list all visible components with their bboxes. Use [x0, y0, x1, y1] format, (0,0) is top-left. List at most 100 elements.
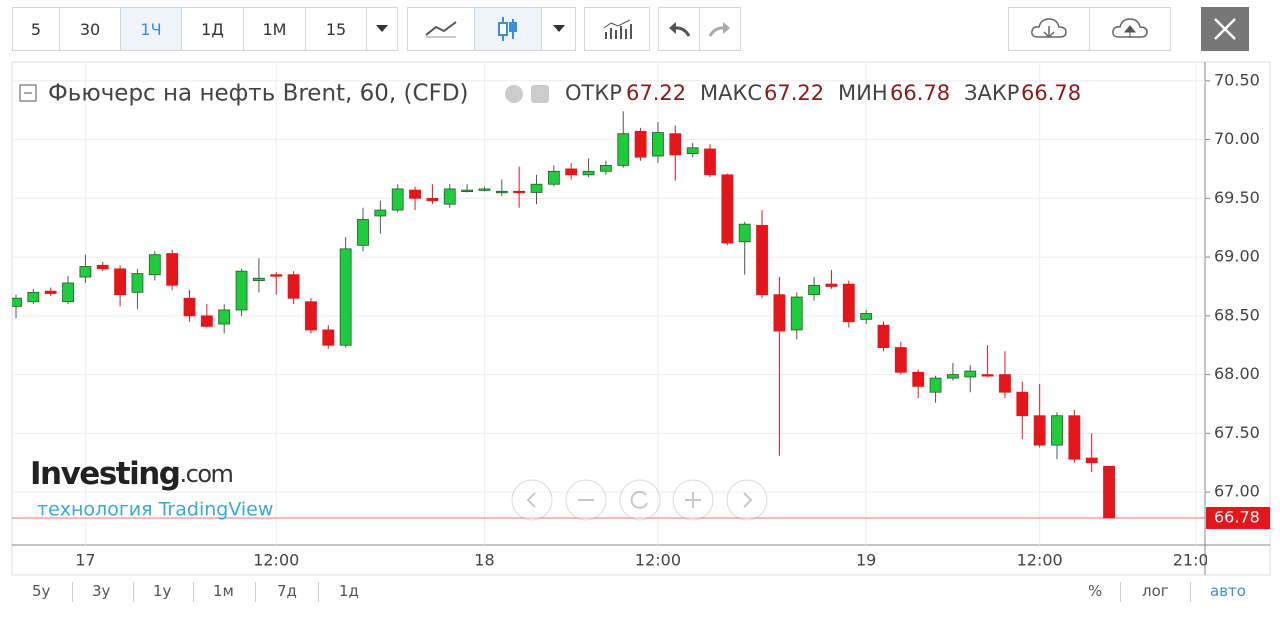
chart-type-dropdown[interactable] — [541, 7, 576, 51]
y-axis: 67.00 67.50 68.00 68.50 69.00 69.50 70.00 70.50… — [1205, 70, 1270, 529]
candle-body — [669, 133, 682, 156]
candle-body — [790, 296, 803, 331]
x-tick-label: 12:00 — [635, 551, 681, 570]
ohlc-value: 67.22 — [626, 81, 686, 105]
undo-button[interactable] — [658, 7, 700, 51]
candle-body — [339, 248, 352, 346]
cloud-icon — [1031, 18, 1067, 39]
interval-dropdown[interactable] — [366, 7, 398, 51]
ohlc-legend: ОТКР 67.22 МАКС 67.22 МИН 66.78 ЗАКР 66.… — [565, 81, 1081, 105]
grid — [12, 62, 1205, 545]
ohlc-value: 66.78 — [1021, 81, 1081, 105]
candle-body — [999, 374, 1011, 393]
undo-icon — [669, 22, 690, 37]
indicators-icon — [603, 19, 632, 39]
range-button[interactable]: 1м — [213, 582, 234, 600]
candle-body — [842, 283, 855, 323]
y-tick-label: 67.00 — [1214, 482, 1260, 501]
ohlc-value: 66.78 — [890, 81, 950, 105]
candle-body — [12, 297, 22, 307]
powered-by: технология TradingView — [37, 499, 273, 521]
candle-body — [964, 370, 977, 378]
range-button[interactable]: 7д — [277, 582, 297, 600]
range-button[interactable]: 5у — [32, 582, 51, 600]
separator — [1190, 582, 1191, 602]
candle-body — [495, 190, 508, 194]
candle-body — [617, 133, 630, 166]
candle-body — [409, 189, 421, 199]
candle-body — [305, 301, 317, 331]
log-toggle[interactable]: лог — [1142, 582, 1169, 600]
candle-body — [357, 219, 369, 246]
auto-toggle[interactable]: авто — [1210, 582, 1246, 600]
x-tick-label: 21:00 — [1173, 551, 1219, 570]
cloud-icon — [1112, 18, 1148, 38]
interval-button[interactable]: 1М — [243, 7, 306, 51]
candle-body — [929, 377, 942, 393]
scroll-right-button[interactable] — [726, 479, 768, 521]
interval-button[interactable]: 15 — [305, 7, 367, 51]
candle-body — [443, 188, 456, 205]
candle-body — [894, 347, 907, 373]
interval-button[interactable]: 1Ч — [120, 7, 182, 51]
candle-body — [183, 297, 196, 317]
candle-body — [166, 253, 179, 286]
interval-button[interactable]: 5 — [12, 7, 60, 51]
range-button[interactable]: 1д — [339, 582, 359, 600]
ohlc-label: ОТКР — [565, 81, 622, 105]
zoom-out-button[interactable] — [565, 479, 607, 521]
eye-icon — [505, 85, 523, 103]
candle-body — [27, 291, 40, 303]
candle-body — [374, 209, 387, 217]
indicators-button[interactable] — [584, 7, 650, 51]
candle-body — [62, 282, 74, 303]
candle-body — [79, 266, 92, 278]
close-icon — [1214, 18, 1236, 40]
separator — [255, 582, 256, 602]
last-price-box — [1206, 506, 1270, 529]
chart-title: Фьючерс на нефть Brent, 60, (CFD) — [48, 81, 469, 107]
separator — [318, 582, 319, 602]
y-tick-label: 67.50 — [1214, 423, 1260, 442]
candle-chart-button[interactable] — [474, 7, 542, 51]
reset-button[interactable] — [619, 479, 661, 521]
range-button[interactable]: 1у — [153, 582, 172, 600]
candle-body — [1085, 457, 1098, 464]
ohlc-label: МИН — [838, 81, 888, 105]
candle-body — [600, 165, 612, 172]
zoom-in-button[interactable] — [672, 479, 714, 521]
candle-body — [478, 188, 491, 191]
interval-button[interactable]: 1Д — [181, 7, 244, 51]
line-icon — [425, 21, 457, 38]
candle-body — [547, 170, 560, 185]
separator — [193, 582, 194, 602]
upload-button[interactable] — [1089, 7, 1171, 51]
candle-body — [235, 270, 248, 311]
range-button[interactable]: 3у — [92, 582, 111, 600]
line-chart-button[interactable] — [407, 7, 475, 51]
candle-body — [738, 223, 751, 243]
candle-body — [131, 273, 144, 293]
candle-body — [686, 147, 699, 155]
percent-toggle[interactable]: % — [1088, 582, 1103, 600]
redo-button[interactable] — [699, 7, 741, 51]
interval-button[interactable]: 30 — [59, 7, 121, 51]
close-button[interactable] — [1201, 7, 1249, 51]
download-button[interactable] — [1008, 7, 1090, 51]
last-price-label: 66.78 — [1214, 507, 1260, 526]
candle-body — [634, 130, 647, 158]
candle-body — [825, 283, 838, 287]
separator — [72, 582, 73, 602]
candle-body — [1051, 415, 1063, 446]
candle-body — [287, 274, 300, 299]
candle-body — [1068, 415, 1081, 460]
candle-body — [1016, 391, 1029, 417]
candle-body — [947, 374, 959, 379]
x-tick-label: 12:00 — [253, 551, 299, 570]
scroll-left-button[interactable] — [511, 479, 553, 521]
ohlc-label: МАКС — [700, 81, 762, 105]
reset-icon — [630, 490, 648, 509]
candle-body — [252, 277, 265, 281]
candle-body — [44, 290, 57, 294]
candle-body — [148, 254, 161, 276]
